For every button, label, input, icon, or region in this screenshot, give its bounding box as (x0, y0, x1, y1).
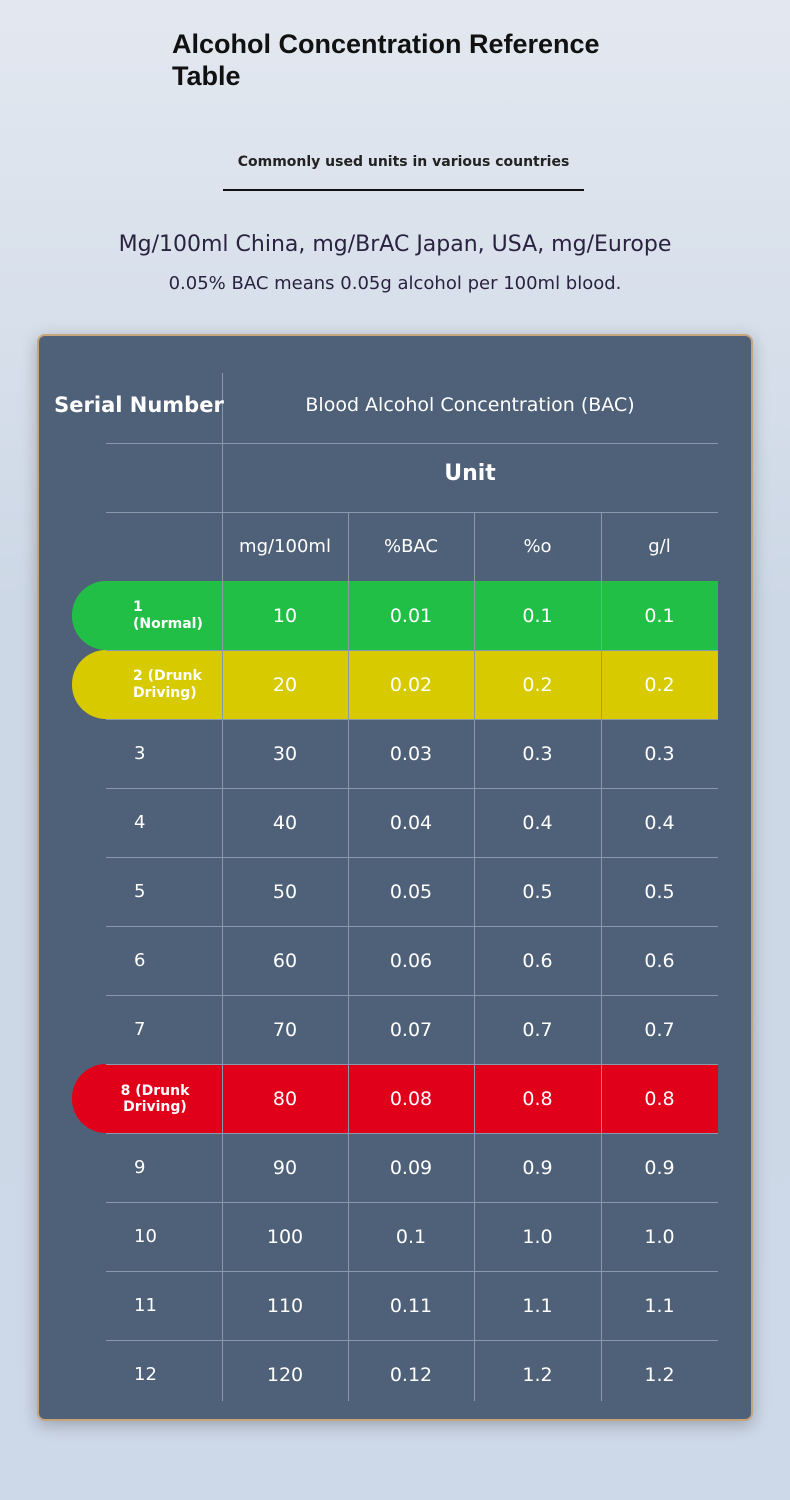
value-cell: 0.4 (522, 811, 553, 834)
row-line (106, 443, 718, 444)
serial-cell: 3 (134, 743, 146, 764)
row-line (106, 1202, 718, 1203)
value-cell: 0.7 (644, 1018, 675, 1041)
serial-cell: 9 (134, 1157, 146, 1178)
column-header: mg/100ml (239, 536, 331, 557)
value-cell: 0.1 (522, 604, 553, 627)
value-cell: 20 (272, 673, 298, 696)
bac-note: 0.05% BAC means 0.05g alcohol per 100ml … (168, 273, 622, 294)
value-cell: 0.6 (644, 949, 675, 972)
value-cell: 0.06 (389, 949, 433, 972)
value-cell: 30 (272, 742, 298, 765)
value-cell: 90 (272, 1156, 298, 1179)
row-line (106, 788, 718, 789)
row-line (106, 650, 718, 651)
column-line (601, 512, 602, 1401)
value-cell: 120 (266, 1363, 304, 1386)
value-cell: 0.11 (389, 1294, 433, 1317)
value-cell: 0.05 (389, 880, 433, 903)
value-cell: 0.9 (644, 1156, 675, 1179)
serial-cell: 2 (Drunk Driving) (133, 667, 202, 701)
value-cell: 1.1 (644, 1294, 675, 1317)
serial-cell: 1 (Normal) (133, 598, 203, 632)
serial-cell: 8 (Drunk Driving) (120, 1082, 190, 1115)
value-cell: 1.2 (644, 1363, 675, 1386)
serial-cell: 6 (134, 950, 146, 971)
row-highlight (72, 581, 718, 650)
value-cell: 0.12 (389, 1363, 433, 1386)
value-cell: 80 (272, 1087, 298, 1110)
value-cell: 110 (266, 1294, 304, 1317)
value-cell: 0.02 (389, 673, 433, 696)
row-line (106, 995, 718, 996)
value-cell: 70 (272, 1018, 298, 1041)
value-cell: 1.0 (644, 1225, 675, 1248)
value-cell: 40 (272, 811, 298, 834)
column-line (474, 512, 475, 1401)
column-header: %o (523, 536, 552, 557)
row-highlight (72, 1064, 718, 1133)
value-cell: 0.1 (395, 1225, 427, 1248)
units-note: Mg/100ml China, mg/BrAC Japan, USA, mg/E… (118, 232, 672, 257)
value-cell: 0.1 (644, 604, 675, 627)
value-cell: 0.5 (522, 880, 553, 903)
subtitle-underline (223, 189, 584, 191)
row-line (106, 512, 718, 513)
value-cell: 0.08 (389, 1087, 433, 1110)
value-cell: 0.3 (644, 742, 675, 765)
value-cell: 1.0 (522, 1225, 553, 1248)
value-cell: 0.9 (522, 1156, 553, 1179)
row-line (106, 1064, 718, 1065)
serial-cell: 10 (134, 1226, 157, 1247)
bac-header: Blood Alcohol Concentration (BAC) (305, 394, 635, 416)
value-cell: 0.09 (389, 1156, 433, 1179)
value-cell: 0.6 (522, 949, 553, 972)
value-cell: 60 (272, 949, 298, 972)
value-cell: 1.1 (522, 1294, 553, 1317)
value-cell: 0.2 (644, 673, 675, 696)
value-cell: 0.2 (522, 673, 553, 696)
row-line (106, 1271, 718, 1272)
serial-cell: 7 (134, 1019, 146, 1040)
column-header: g/l (648, 536, 671, 557)
row-line (106, 857, 718, 858)
column-line (348, 512, 349, 1401)
title: Alcohol Concentration Reference Table (172, 29, 600, 91)
value-cell: 0.8 (644, 1087, 675, 1110)
table-card (37, 334, 753, 1421)
value-cell: 0.04 (389, 811, 433, 834)
value-cell: 0.7 (522, 1018, 553, 1041)
value-cell: 0.01 (389, 604, 433, 627)
value-cell: 0.4 (644, 811, 675, 834)
value-cell: 0.07 (389, 1018, 433, 1041)
row-highlight (72, 650, 718, 719)
value-cell: 0.8 (522, 1087, 553, 1110)
column-header: %BAC (383, 536, 439, 557)
serial-cell: 12 (134, 1364, 157, 1385)
value-cell: 10 (272, 604, 298, 627)
serial-cell: 5 (134, 881, 146, 902)
value-cell: 100 (266, 1225, 304, 1248)
row-line (106, 719, 718, 720)
value-cell: 0.5 (644, 880, 675, 903)
row-line (106, 1340, 718, 1341)
column-line (222, 373, 223, 1401)
serial-cell: 4 (134, 812, 146, 833)
unit-header: Unit (444, 460, 496, 486)
row-line (106, 926, 718, 927)
value-cell: 50 (272, 880, 298, 903)
row-line (106, 1133, 718, 1134)
value-cell: 0.03 (389, 742, 433, 765)
subtitle: Commonly used units in various countries (237, 154, 570, 170)
value-cell: 1.2 (522, 1363, 553, 1386)
serial-header: Serial Number (54, 393, 224, 417)
value-cell: 0.3 (522, 742, 553, 765)
serial-cell: 11 (134, 1295, 157, 1316)
